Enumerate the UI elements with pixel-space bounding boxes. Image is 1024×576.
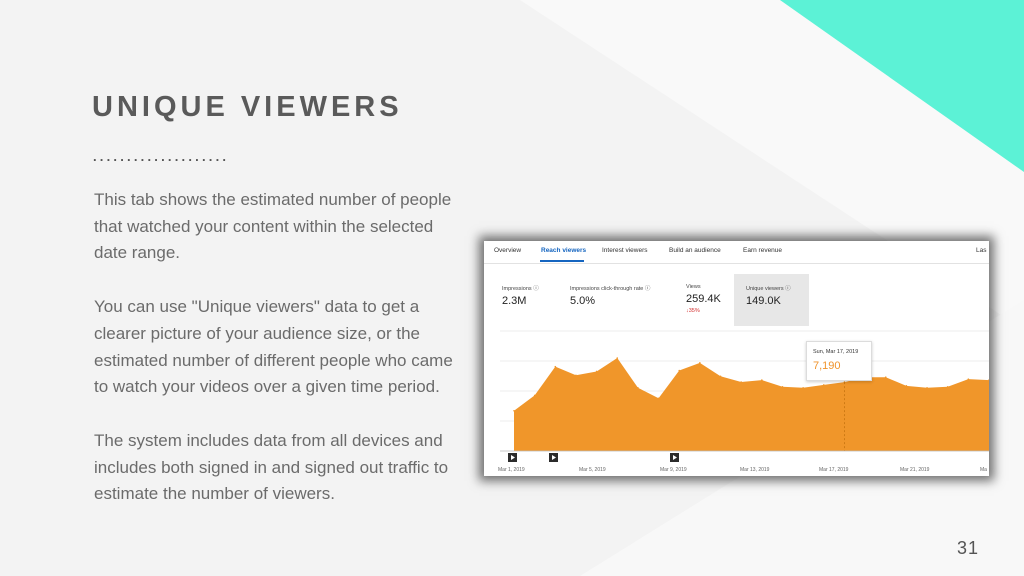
- data-point: [595, 370, 598, 373]
- metric-value: 2.3M: [502, 295, 527, 307]
- data-point: [967, 378, 970, 380]
- data-point: [843, 381, 846, 383]
- x-tick-label: Mar 21, 2019: [900, 467, 930, 473]
- arrow-down-icon: ↓: [686, 308, 689, 314]
- tab-reach-viewers[interactable]: Reach viewers: [541, 247, 587, 254]
- tooltip-value: 7,190: [813, 360, 841, 372]
- tooltip-date: Sun, Mar 17, 2019: [813, 349, 859, 355]
- play-icon[interactable]: [508, 453, 517, 462]
- slide-title: UNIQUE VIEWERS: [92, 91, 403, 123]
- data-point: [822, 384, 825, 386]
- paragraph-2: You can use "Unique viewers" data to get…: [94, 297, 453, 397]
- x-tick-label: Mar 17, 2019: [819, 467, 849, 473]
- data-point: [884, 376, 887, 379]
- metric-unique-viewers[interactable]: Unique viewers ⓘ 149.0K: [746, 284, 791, 307]
- analytics-screenshot: Overview Reach viewers Interest viewers …: [484, 241, 989, 476]
- title-divider: ....................: [93, 149, 230, 164]
- metric-delta: 35%: [688, 308, 700, 314]
- metric-label: Views: [686, 284, 701, 290]
- metric-value: 5.0%: [570, 295, 596, 307]
- data-point: [637, 386, 639, 389]
- play-icon[interactable]: [549, 453, 558, 462]
- info-icon: ⓘ: [533, 286, 539, 292]
- metric-value: 149.0K: [746, 295, 781, 307]
- data-point: [761, 379, 763, 381]
- metric-impressions[interactable]: Impressions ⓘ 2.3M: [502, 284, 539, 307]
- tab-build-an-audience[interactable]: Build an audience: [669, 247, 721, 254]
- chart-tooltip: Sun, Mar 17, 2019 7,190: [806, 341, 872, 381]
- info-icon: ⓘ: [785, 286, 791, 292]
- metric-label: Unique viewers: [746, 286, 784, 292]
- data-point: [513, 409, 515, 412]
- data-point: [699, 362, 701, 364]
- data-point: [657, 397, 660, 400]
- accent-triangle: [780, 0, 1024, 172]
- x-tick-label: Mar 5, 2019: [579, 467, 606, 473]
- paragraph-1: This tab shows the estimated number of p…: [94, 190, 452, 263]
- data-point: [781, 385, 784, 388]
- x-tick-label: Ma: [980, 467, 987, 473]
- data-point: [616, 357, 619, 359]
- x-tick-label: Mar 1, 2019: [498, 467, 525, 473]
- selected-metric-highlight: [734, 274, 809, 326]
- data-point: [905, 385, 908, 387]
- active-tab-indicator: [540, 260, 584, 262]
- data-point: [575, 374, 577, 377]
- data-point: [802, 386, 804, 389]
- analytics-tab-bar: Overview Reach viewers Interest viewers …: [484, 241, 989, 264]
- paragraph-3: The system includes data from all device…: [94, 430, 449, 504]
- slide-body: This tab shows the estimated number of p…: [94, 187, 464, 535]
- metric-views[interactable]: Views 259.4K ↓35%: [686, 284, 721, 314]
- data-point: [946, 385, 949, 388]
- area-series: [514, 358, 989, 451]
- tab-earn-revenue[interactable]: Earn revenue: [743, 247, 783, 254]
- tab-overview[interactable]: Overview: [494, 247, 522, 254]
- metric-value: 259.4K: [686, 293, 721, 305]
- data-point: [740, 381, 742, 383]
- tab-truncated[interactable]: Las: [976, 247, 987, 254]
- x-tick-label: Mar 13, 2019: [740, 467, 770, 473]
- metric-label: Impressions click-through rate: [570, 286, 644, 292]
- data-point: [533, 394, 536, 397]
- data-point: [554, 365, 557, 368]
- metric-impressions-ctr[interactable]: Impressions click-through rate ⓘ 5.0%: [570, 284, 650, 307]
- page-number: 31: [957, 538, 980, 558]
- info-icon: ⓘ: [644, 286, 651, 292]
- data-point: [719, 375, 722, 378]
- data-point: [926, 386, 928, 389]
- data-point: [988, 379, 989, 381]
- x-tick-label: Mar 9, 2019: [660, 467, 687, 473]
- data-point: [678, 369, 681, 372]
- play-icon[interactable]: [670, 453, 679, 462]
- tab-interest-viewers[interactable]: Interest viewers: [602, 247, 648, 254]
- metric-label: Impressions: [502, 286, 532, 292]
